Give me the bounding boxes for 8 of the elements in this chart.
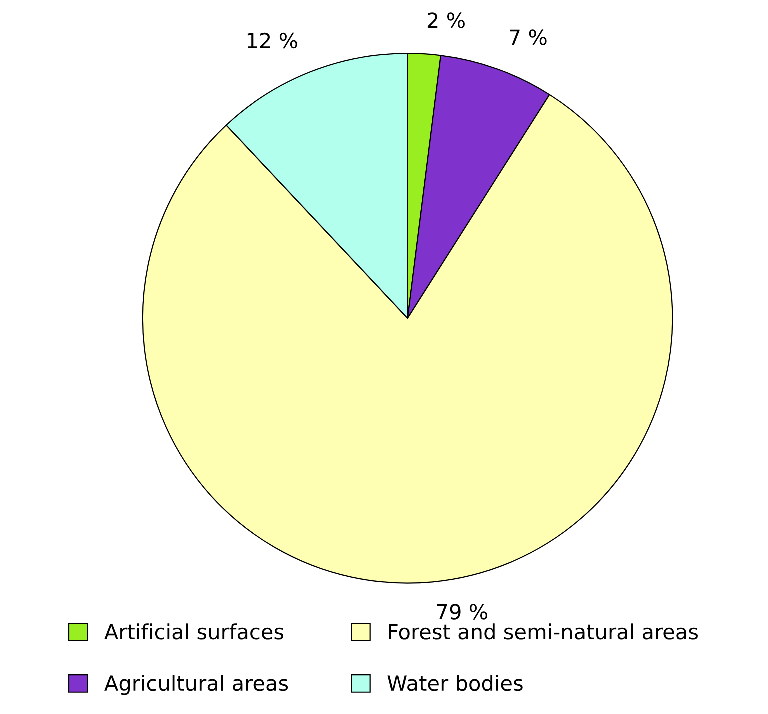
data-label: 79 % xyxy=(437,604,488,620)
data-label: 12 % xyxy=(248,32,298,49)
legend-label: Artificial surfaces xyxy=(104,624,284,640)
legend-label: Agricultural areas xyxy=(104,675,288,696)
data-label: 2 % xyxy=(428,12,465,28)
data-label: 7 % xyxy=(510,30,547,46)
legend-label: Water bodies xyxy=(388,675,523,692)
legend-label: Forest and semi-natural areas xyxy=(389,624,698,640)
